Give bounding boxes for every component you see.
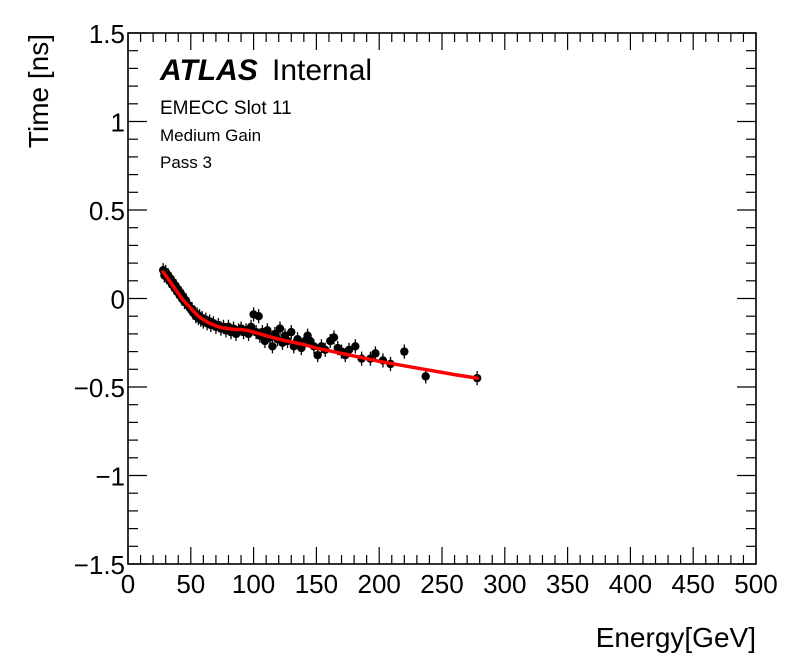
data-marker bbox=[351, 342, 360, 351]
data-marker bbox=[254, 312, 263, 321]
y-tick-label: −1.5 bbox=[74, 550, 125, 580]
data-point bbox=[275, 321, 285, 336]
y-axis-title: Time [ns] bbox=[23, 34, 54, 148]
atlas-label: ATLAS bbox=[159, 54, 258, 87]
x-tick-label: 400 bbox=[609, 569, 652, 599]
data-marker bbox=[421, 372, 430, 381]
data-point bbox=[268, 339, 277, 354]
data-marker bbox=[268, 342, 277, 351]
data-marker bbox=[371, 349, 380, 358]
data-point bbox=[371, 346, 380, 361]
data-marker bbox=[313, 350, 322, 360]
data-point bbox=[421, 369, 430, 384]
y-tick-label: 1.5 bbox=[89, 19, 125, 49]
data-marker bbox=[287, 327, 296, 337]
x-tick-label: 50 bbox=[176, 569, 205, 599]
data-marker bbox=[329, 333, 339, 342]
x-tick-label: 450 bbox=[672, 569, 715, 599]
data-marker bbox=[275, 324, 285, 333]
y-tick-label: 0 bbox=[111, 285, 125, 315]
data-point bbox=[329, 330, 339, 345]
axis-tick-labels: 0 50 100 150 200 250 300 350 400 450 500 −1.5 −1 −0.5… bbox=[74, 19, 778, 599]
status-label: Internal bbox=[272, 54, 372, 87]
data-point bbox=[254, 309, 263, 324]
y-tick-label: −0.5 bbox=[74, 373, 125, 403]
x-tick-label: 500 bbox=[734, 569, 777, 599]
x-tick-label: 300 bbox=[483, 569, 526, 599]
annotation-line-3: Pass 3 bbox=[160, 153, 212, 172]
x-axis-title: Energy[GeV] bbox=[596, 622, 756, 653]
y-tick-label: −1 bbox=[95, 462, 125, 492]
x-tick-label: 250 bbox=[420, 569, 463, 599]
x-tick-label: 200 bbox=[358, 569, 401, 599]
data-point bbox=[400, 344, 409, 359]
y-tick-label: 0.5 bbox=[89, 196, 125, 226]
x-tick-label: 150 bbox=[295, 569, 338, 599]
data-point bbox=[313, 348, 322, 363]
data-marker bbox=[344, 345, 354, 355]
data-marker bbox=[400, 347, 409, 356]
y-tick-label: 1 bbox=[111, 108, 125, 138]
x-tick-label: 350 bbox=[546, 569, 589, 599]
data-point bbox=[351, 339, 360, 354]
data-marker bbox=[246, 322, 256, 332]
x-tick-label: 100 bbox=[232, 569, 275, 599]
data-point bbox=[287, 325, 296, 340]
x-tick-label: 0 bbox=[121, 569, 135, 599]
annotation-line-1: EMECC Slot 11 bbox=[160, 98, 292, 119]
annotation-line-2: Medium Gain bbox=[160, 126, 261, 145]
plot-frame bbox=[127, 32, 757, 565]
fit-curve bbox=[161, 270, 479, 380]
